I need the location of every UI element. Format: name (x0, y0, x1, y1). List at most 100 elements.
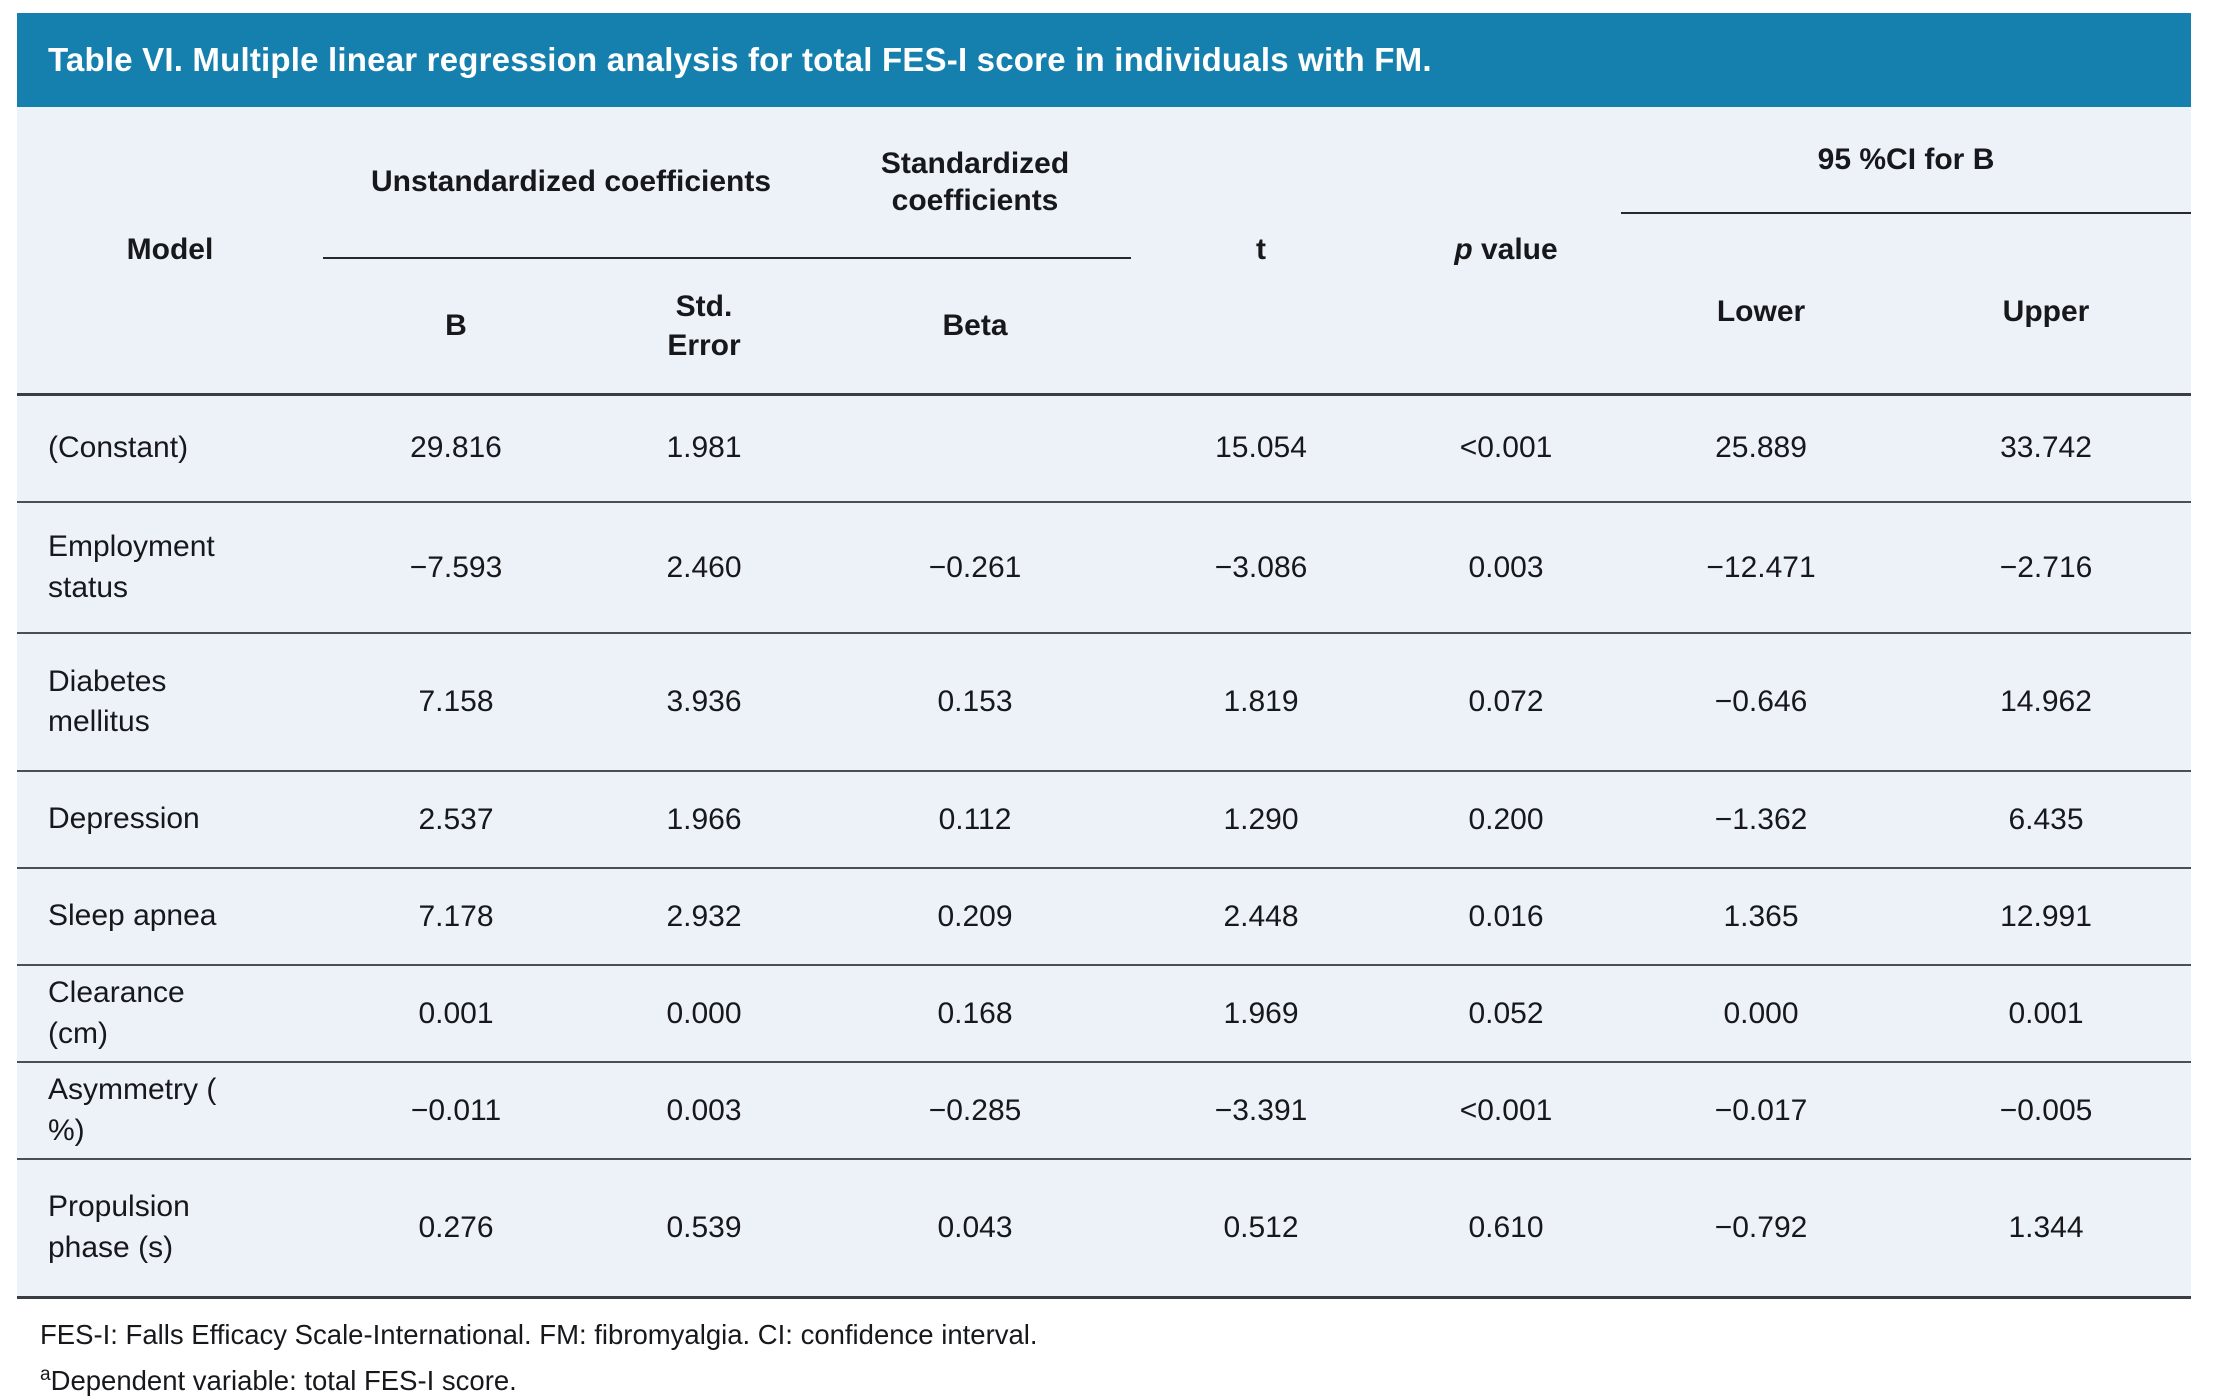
cell-std-error: 0.003 (666, 1093, 742, 1127)
row-label: Sleep apnea (48, 899, 217, 933)
cell-p: 0.610 (1468, 1210, 1544, 1244)
cell-t: −3.086 (1214, 550, 1308, 584)
cell-b: −0.011 (410, 1093, 502, 1127)
row-label: (Constant) (48, 431, 189, 464)
cell-lower: 1.365 (1723, 899, 1799, 933)
cell-lower: −0.792 (1714, 1210, 1808, 1244)
cell-upper: 14.962 (2000, 685, 2092, 718)
table-row-diabetes-mellitus: Diabetes mellitus 7.158 3.936 0.153 1.81… (17, 633, 2192, 771)
group-header-unstandardized: Unstandardized coefficients (323, 107, 820, 259)
table-row-depression: Depression 2.537 1.966 0.112 1.290 0.200… (17, 771, 2192, 868)
cell-beta: 0.168 (937, 996, 1013, 1030)
col-header-std-error-label: Std. Error (667, 289, 741, 362)
cell-lower: −0.646 (1714, 685, 1808, 718)
table-footnotes: FES-I: Falls Efficacy Scale-Internationa… (40, 1315, 2191, 1400)
table-row-asymmetry: Asymmetry ( %) −0.011 0.003 −0.285 −3.39… (17, 1062, 2192, 1159)
cell-std-error: 0.539 (666, 1210, 742, 1244)
table-title: Table VI. Multiple linear regression ana… (48, 41, 1432, 78)
col-header-model: Model (126, 232, 214, 266)
col-header-beta: Beta (942, 308, 1008, 342)
cell-std-error: 2.460 (666, 550, 742, 584)
col-header-lower: Lower (1716, 295, 1806, 329)
cell-beta: 0.112 (938, 802, 1012, 836)
cell-std-error: 1.981 (666, 431, 742, 465)
cell-lower: −1.362 (1714, 802, 1808, 836)
cell-beta (819, 394, 1131, 502)
p-value-rest: value (1472, 232, 1558, 266)
table-body: (Constant) 29.816 1.981 15.054 <0.001 25… (17, 394, 2192, 1297)
cell-beta: 0.209 (937, 899, 1013, 933)
cell-p: <0.001 (1459, 431, 1553, 465)
col-header-upper: Upper (2002, 295, 2090, 329)
table-row-constant: (Constant) 29.816 1.981 15.054 <0.001 25… (17, 394, 2192, 502)
cell-beta: −0.285 (928, 1093, 1022, 1127)
cell-upper: 6.435 (2008, 802, 2084, 836)
cell-upper: −0.005 (1999, 1093, 2093, 1127)
cell-p: 0.003 (1468, 550, 1544, 584)
table-row-propulsion-phase: Propulsion phase (s) 0.276 0.539 0.043 0… (17, 1159, 2192, 1297)
cell-b: 0.276 (418, 1210, 494, 1244)
cell-t: −3.391 (1214, 1093, 1308, 1127)
group-header-ci-label: 95 %CI for B (1817, 143, 1995, 176)
row-label: Employment status (48, 530, 215, 604)
cell-t: 1.969 (1223, 996, 1299, 1030)
cell-beta: −0.261 (928, 550, 1022, 584)
col-header-t: t (1256, 232, 1267, 266)
footnote-marker: a (40, 1363, 51, 1385)
cell-b: 7.158 (418, 685, 494, 718)
cell-upper: 33.742 (2000, 431, 2092, 465)
cell-p: <0.001 (1459, 1093, 1553, 1127)
row-label: Propulsion phase (s) (48, 1190, 190, 1264)
table-card: Table VI. Multiple linear regression ana… (17, 13, 2192, 1400)
cell-b: 0.001 (418, 996, 494, 1030)
cell-t: 2.448 (1223, 899, 1299, 933)
footnote-abbreviations: FES-I: Falls Efficacy Scale-Internationa… (40, 1318, 1038, 1350)
table-row-clearance: Clearance (cm) 0.001 0.000 0.168 1.969 0… (17, 965, 2192, 1062)
group-header-ci: 95 %CI for B (1621, 107, 2192, 258)
col-header-std-error: Std. Error (589, 258, 819, 394)
cell-lower: 0.000 (1723, 996, 1799, 1030)
group-header-unstandardized-label: Unstandardized coefficients (370, 165, 772, 199)
cell-lower: −0.017 (1714, 1093, 1808, 1127)
group-header-standardized-label: Standardized coefficients (880, 146, 1070, 218)
cell-std-error: 0.000 (666, 996, 742, 1030)
cell-beta: 0.043 (937, 1210, 1013, 1244)
cell-b: −7.593 (409, 550, 503, 584)
cell-p: 0.200 (1468, 802, 1544, 836)
cell-std-error: 3.936 (666, 685, 742, 718)
regression-table: Model Unstandardized coefficients Standa… (17, 107, 2192, 1299)
cell-p: 0.072 (1468, 685, 1544, 718)
cell-p: 0.016 (1468, 899, 1544, 933)
cell-b: 7.178 (418, 899, 494, 933)
table-row-employment-status: Employment status −7.593 2.460 −0.261 −3… (17, 502, 2192, 633)
cell-upper: 1.344 (2008, 1210, 2084, 1244)
cell-upper: 12.991 (2000, 899, 2092, 933)
row-label: Clearance (cm) (48, 976, 185, 1050)
row-label: Diabetes mellitus (48, 664, 167, 739)
cell-t: 0.512 (1223, 1210, 1299, 1244)
footnote-dependent-text: Dependent variable: total FES-I score. (50, 1364, 517, 1396)
table-title-bar: Table VI. Multiple linear regression ana… (17, 13, 2191, 107)
row-label: Depression (48, 802, 200, 836)
cell-b: 29.816 (410, 431, 502, 465)
cell-upper: −2.716 (1999, 550, 2093, 584)
cell-p: 0.052 (1468, 996, 1544, 1030)
col-header-p-value: p value (1391, 107, 1621, 394)
col-header-b: B (445, 308, 467, 342)
row-label: Asymmetry ( %) (48, 1073, 217, 1147)
cell-t: 1.819 (1223, 685, 1299, 718)
cell-std-error: 2.932 (666, 899, 742, 933)
p-italic: p (1454, 232, 1473, 266)
table-header: Model Unstandardized coefficients Standa… (17, 107, 2192, 394)
cell-b: 2.537 (418, 802, 494, 836)
table-row-sleep-apnea: Sleep apnea 7.178 2.932 0.209 2.448 0.01… (17, 868, 2192, 965)
group-header-standardized: Standardized coefficients (819, 107, 1132, 259)
ci-group-underline (1621, 212, 2192, 214)
cell-t: 15.054 (1215, 431, 1307, 465)
cell-std-error: 1.966 (666, 802, 742, 836)
cell-t: 1.290 (1223, 802, 1299, 836)
cell-lower: −12.471 (1706, 550, 1816, 584)
cell-upper: 0.001 (2008, 996, 2084, 1030)
cell-beta: 0.153 (937, 685, 1013, 718)
